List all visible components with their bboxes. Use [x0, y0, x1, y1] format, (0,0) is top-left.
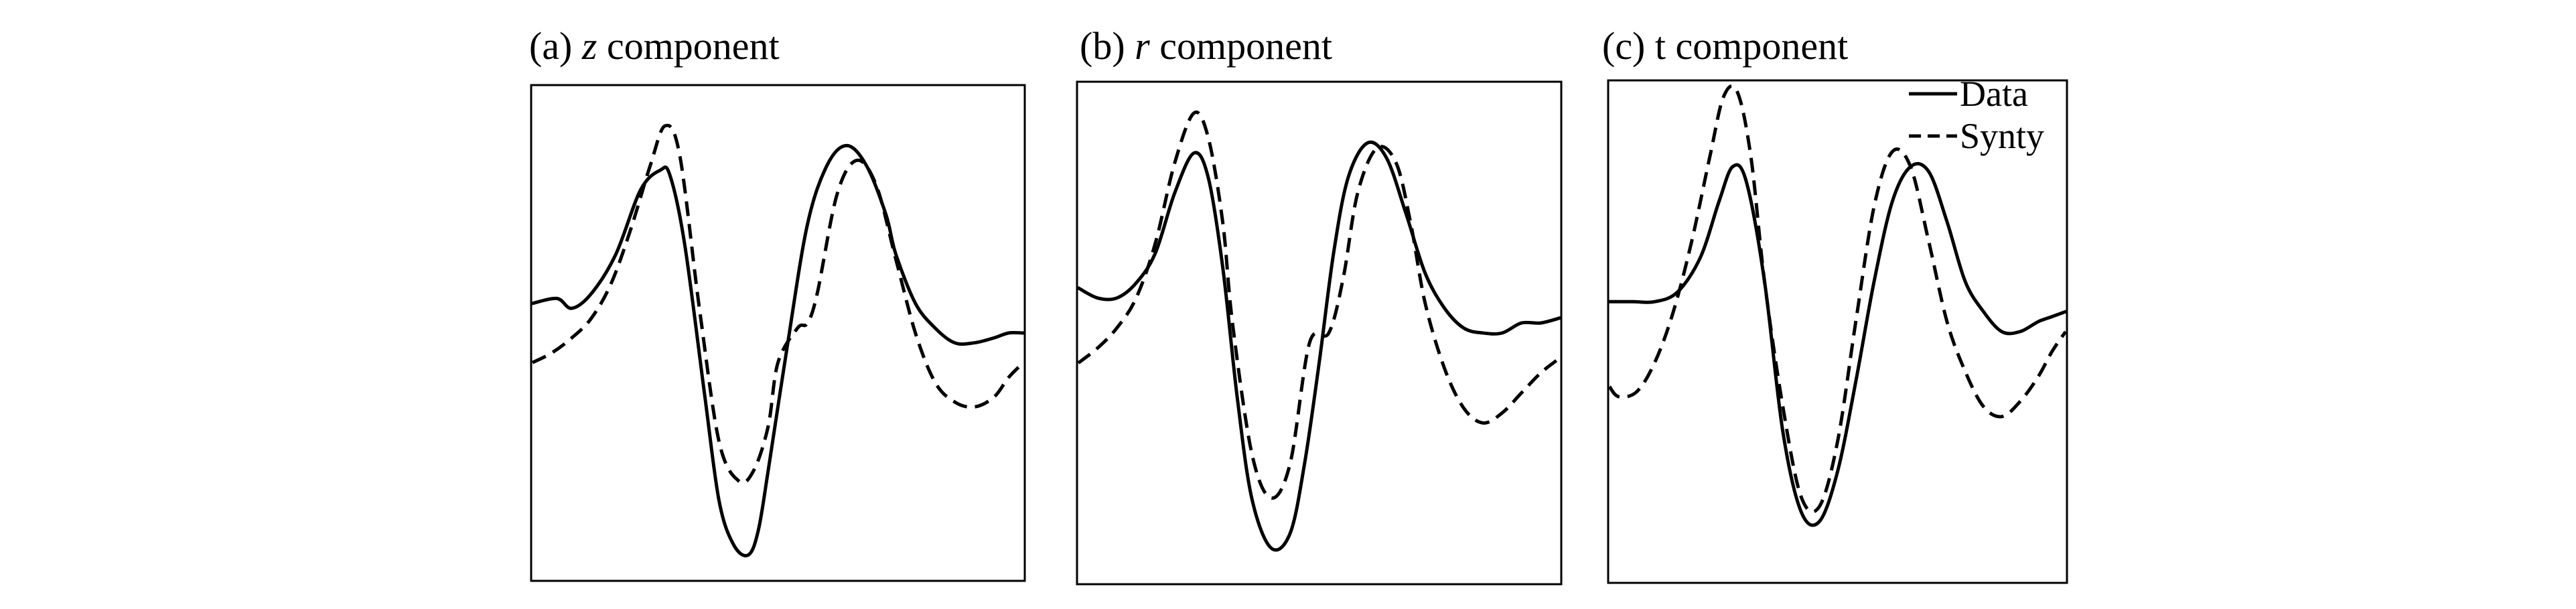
panel-c-title-symbol: t — [1655, 24, 1666, 68]
panel-a-frame — [530, 84, 1026, 582]
panel-c-title-suffix: component — [1666, 24, 1848, 68]
panel-b-title-prefix: (b) — [1080, 24, 1135, 68]
panel-b-title-suffix: component — [1150, 24, 1332, 68]
panel-b-title-symbol: r — [1135, 24, 1150, 68]
legend-label-synty: Synty — [1960, 116, 2044, 156]
panel-a-synty-line — [531, 123, 1025, 484]
panel-a-data-line — [530, 143, 1025, 557]
panel-b-title: (b) r component — [1080, 24, 1332, 68]
panel-c-data-line — [1607, 161, 2068, 527]
panel-a: (a) z component — [529, 24, 1026, 582]
panel-a-title-symbol: z — [581, 24, 597, 68]
legend-entry-data: Data — [1909, 74, 2028, 114]
panel-c-title-prefix: (c) — [1602, 24, 1655, 68]
panel-c: (c) t component Data Synty — [1602, 24, 2068, 584]
legend-label-data: Data — [1960, 74, 2028, 114]
legend-entry-synty: Synty — [1909, 116, 2044, 156]
panel-a-plot-area — [530, 123, 1025, 557]
panel-b-frame — [1076, 80, 1563, 586]
panel-b-plot-area — [1076, 111, 1562, 552]
panel-b-synty-line — [1077, 111, 1561, 500]
panel-c-frame — [1607, 79, 2068, 584]
panel-c-title: (c) t component — [1602, 24, 1848, 68]
panel-b-data-line — [1076, 140, 1562, 552]
panel-b: (b) r component — [1076, 24, 1563, 586]
legend: Data Synty — [1909, 74, 2044, 156]
panel-a-title: (a) z component — [529, 24, 780, 68]
panel-a-title-prefix: (a) — [529, 24, 582, 68]
panel-c-plot-area — [1607, 84, 2068, 527]
panel-a-title-suffix: component — [597, 24, 779, 68]
panel-c-synty-line — [1608, 84, 2068, 514]
